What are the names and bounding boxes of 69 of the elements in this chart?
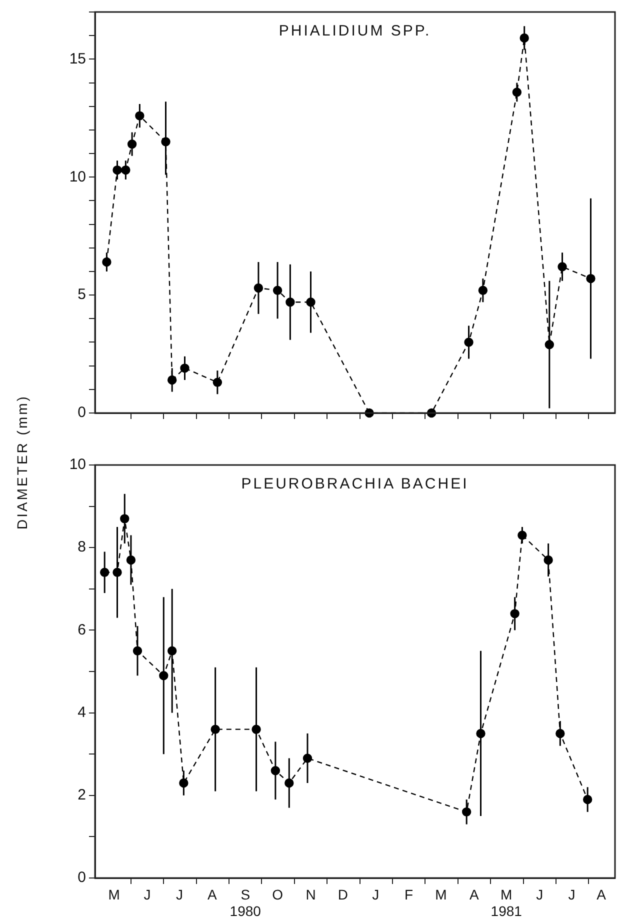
point <box>127 139 137 149</box>
x-tick-label: A <box>207 886 218 902</box>
point <box>254 283 264 293</box>
point <box>586 274 596 284</box>
y-tick-label: 15 <box>69 50 86 68</box>
point <box>212 378 222 387</box>
x-tick-label: J <box>536 886 544 902</box>
y-tick-label: 6 <box>78 621 86 638</box>
point <box>179 778 188 788</box>
y-tick-label: 2 <box>78 786 86 804</box>
point <box>121 165 130 175</box>
text: PLEUROBRACHIA BACHEI <box>241 476 469 493</box>
x-tick-label: M <box>435 886 447 902</box>
x-tick-label: O <box>272 886 284 902</box>
x-tick-label: N <box>306 886 316 902</box>
point <box>518 530 527 540</box>
x-tick-label: D <box>338 886 348 902</box>
y-tick-label: 8 <box>78 538 86 556</box>
point <box>252 724 261 734</box>
x-tick-label: A <box>596 886 607 902</box>
point <box>306 298 316 307</box>
point <box>180 364 190 373</box>
point <box>464 338 474 347</box>
point <box>167 375 177 385</box>
y-tick-label: 10 <box>69 456 86 474</box>
point <box>135 111 144 120</box>
point <box>462 807 472 817</box>
point <box>210 724 220 734</box>
y-tick-label: 0 <box>78 404 86 422</box>
x-tick-label: J <box>176 886 183 902</box>
point <box>112 568 122 577</box>
y-tick-label: 0 <box>78 869 86 886</box>
x-tick-label: F <box>404 886 414 902</box>
x-tick-label: J <box>372 886 380 902</box>
point <box>582 794 592 804</box>
point <box>558 262 567 272</box>
point <box>556 728 565 738</box>
point <box>476 728 486 738</box>
y-tick-label: 5 <box>78 286 86 304</box>
point <box>544 340 554 350</box>
x-tick-label: M <box>108 886 120 902</box>
point <box>120 514 130 524</box>
point <box>126 555 136 565</box>
point <box>112 165 122 175</box>
point <box>161 137 170 146</box>
point <box>510 609 520 618</box>
x-tick-label: A <box>470 886 480 902</box>
y-tick-label: 4 <box>78 704 86 721</box>
point <box>520 33 529 43</box>
point <box>544 555 553 565</box>
point <box>102 257 112 267</box>
text: PHIALIDIUM SPP. <box>278 22 432 40</box>
x-tick-label: J <box>568 886 576 902</box>
point <box>286 298 295 307</box>
y-tick-label: 10 <box>69 168 86 186</box>
x-tick-label: M 1981 <box>490 886 522 920</box>
point <box>270 766 280 776</box>
point <box>159 671 168 680</box>
point <box>302 754 312 763</box>
point <box>167 646 177 656</box>
point <box>272 286 282 295</box>
point <box>132 646 142 656</box>
point <box>478 286 488 295</box>
point <box>284 778 294 788</box>
x-tick-label: J <box>144 886 151 902</box>
point <box>100 568 110 577</box>
y-axis-title: DIAMETER (mm) <box>14 394 30 530</box>
x-tick-label: S 1980 <box>230 886 262 920</box>
point <box>512 88 522 97</box>
